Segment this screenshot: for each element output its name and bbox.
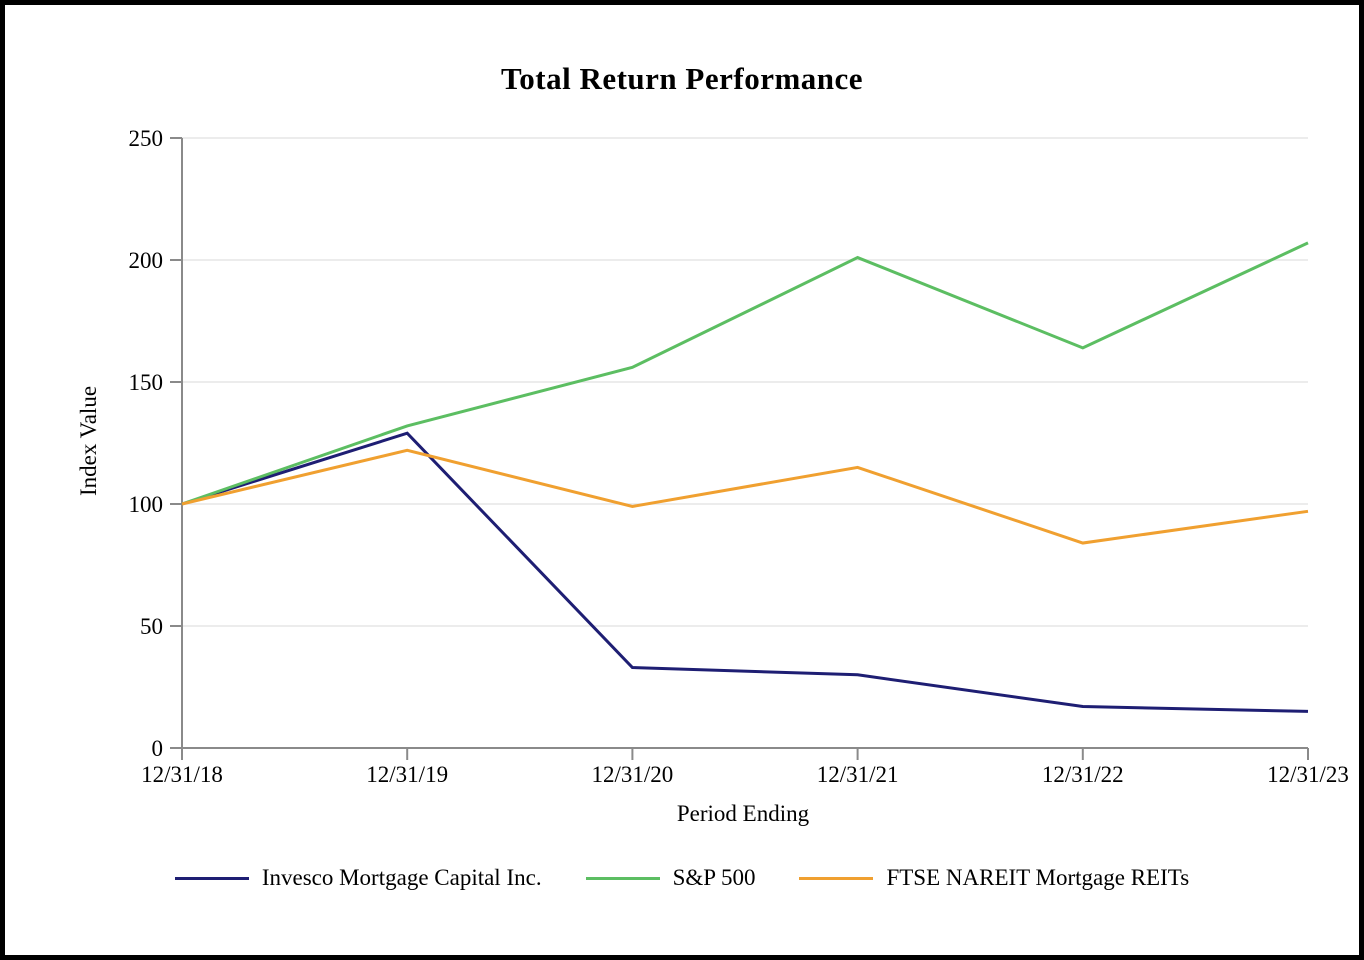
x-tick-label: 12/31/23 xyxy=(1267,762,1349,787)
legend-item-ftse-nareit: FTSE NAREIT Mortgage REITs xyxy=(799,865,1189,891)
legend-swatch-invesco-line-icon xyxy=(174,876,249,880)
legend-item-invesco: Invesco Mortgage Capital Inc. xyxy=(174,865,542,891)
legend-swatch-ftse-nareit-line-icon xyxy=(799,876,874,880)
y-tick-label: 250 xyxy=(129,126,164,151)
series-line-0 xyxy=(181,431,1309,713)
x-tick-label: 12/31/19 xyxy=(366,762,448,787)
x-tick-label: 12/31/20 xyxy=(592,762,674,787)
y-tick-label: 200 xyxy=(129,248,164,273)
y-tick-label: 0 xyxy=(152,736,164,761)
legend-swatch-sp500-line-icon xyxy=(585,876,660,880)
y-tick-label: 100 xyxy=(129,492,164,517)
legend-label-invesco: Invesco Mortgage Capital Inc. xyxy=(261,865,542,890)
x-tick-label: 12/31/21 xyxy=(817,762,899,787)
chart-title: Total Return Performance xyxy=(500,61,864,96)
legend: Invesco Mortgage Capital Inc. S&P 500 FT… xyxy=(5,865,1359,891)
x-tick-label: 12/31/22 xyxy=(1042,762,1124,787)
y-tick-label: 50 xyxy=(140,614,163,639)
legend-item-sp500: S&P 500 xyxy=(585,865,756,891)
x-axis-title: Period Ending xyxy=(676,801,810,826)
legend-label-sp500: S&P 500 xyxy=(672,865,756,890)
y-tick-label: 150 xyxy=(129,370,164,395)
series-line-1 xyxy=(181,241,1309,506)
legend-label-ftse-nareit: FTSE NAREIT Mortgage REITs xyxy=(886,865,1190,890)
x-tick-label: 12/31/18 xyxy=(141,762,223,787)
line-chart-canvas: 0 50 100 150 200 250 12/31/18 12/31/19 12/31/20 1… xyxy=(129,126,1349,787)
series-line-2 xyxy=(181,448,1309,545)
